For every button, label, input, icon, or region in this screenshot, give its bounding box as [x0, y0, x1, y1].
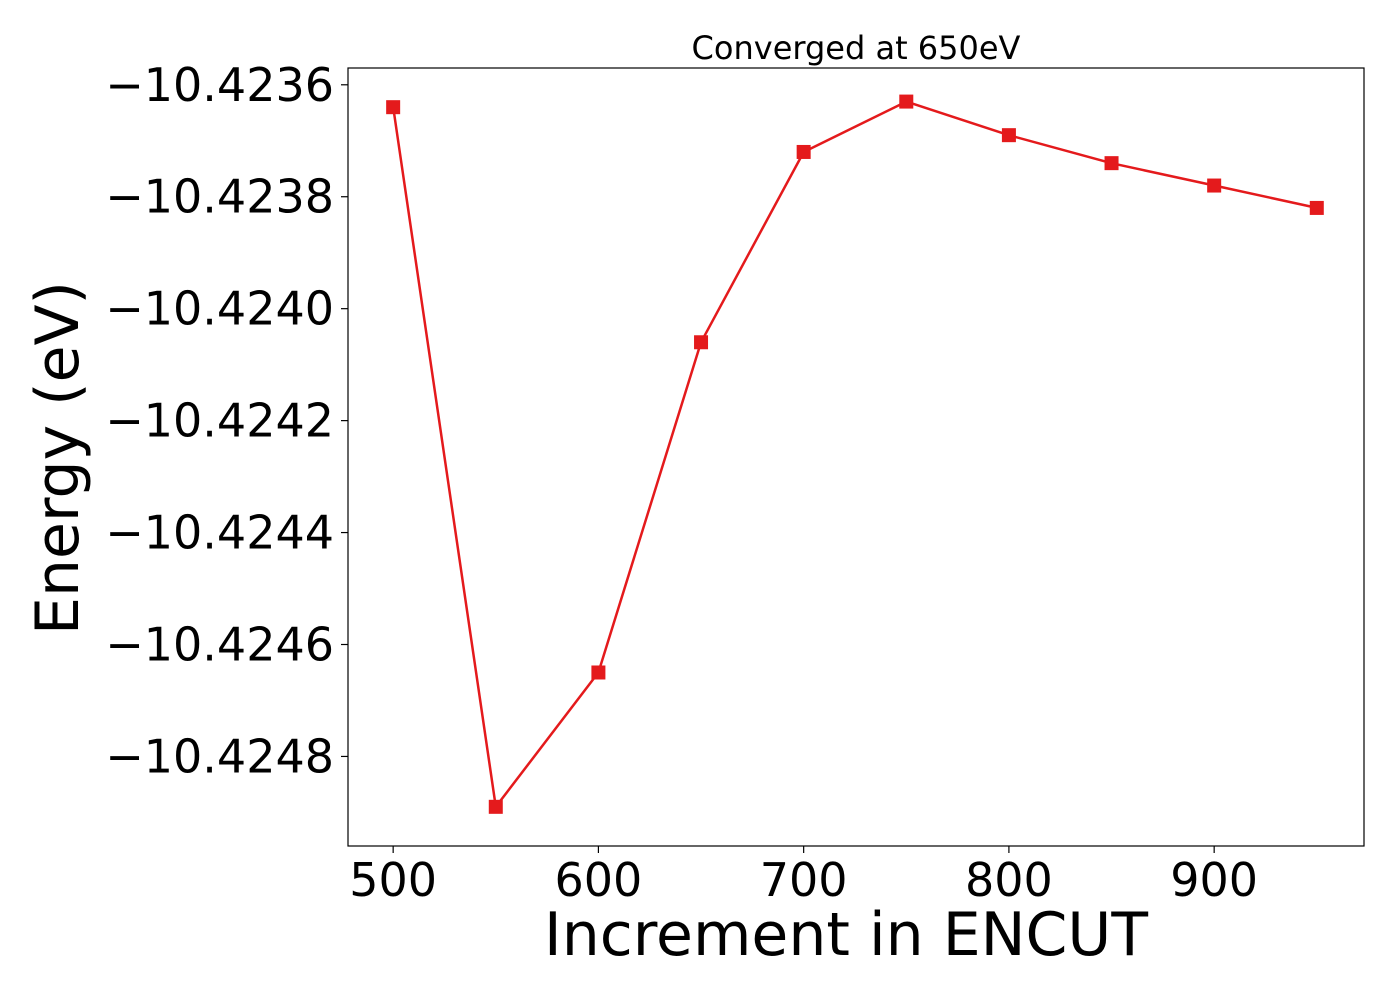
x-tick-label: 900	[1170, 853, 1258, 907]
y-tick-label: −10.4238	[105, 170, 334, 224]
x-tick-label: 500	[349, 853, 437, 907]
data-point	[694, 335, 709, 350]
y-tick-label: −10.4236	[105, 58, 334, 112]
y-axis-label: Energy (eV)	[23, 281, 93, 635]
data-point	[899, 94, 914, 109]
x-tick-label: 600	[555, 853, 643, 907]
y-tick-label: −10.4246	[105, 618, 334, 672]
y-axis-ticks: −10.4236 −10.4238 −10.4240 −10.4242 −10.4244…	[105, 58, 348, 783]
x-tick-label: 700	[760, 853, 848, 907]
x-tick-label: 800	[965, 853, 1053, 907]
chart-title: Converged at 650eV	[692, 29, 1021, 67]
series-line	[391, 100, 1318, 809]
data-point	[488, 799, 503, 814]
data-point	[1001, 128, 1016, 143]
data-point	[1309, 200, 1324, 215]
y-tick-label: −10.4242	[105, 394, 334, 448]
y-tick-label: −10.4244	[105, 506, 334, 560]
data-point	[386, 100, 401, 115]
y-tick-label: −10.4240	[105, 282, 334, 336]
data-point	[591, 665, 606, 680]
data-point	[1104, 156, 1119, 171]
data-point	[796, 144, 811, 159]
series-markers	[386, 94, 1324, 814]
y-tick-label: −10.4248	[105, 729, 334, 783]
x-axis-label: Increment in ENCUT	[544, 900, 1148, 970]
x-axis-ticks: 500 600 700 800 900	[349, 846, 1258, 907]
plot-frame	[347, 67, 1365, 847]
data-point	[1207, 178, 1222, 193]
